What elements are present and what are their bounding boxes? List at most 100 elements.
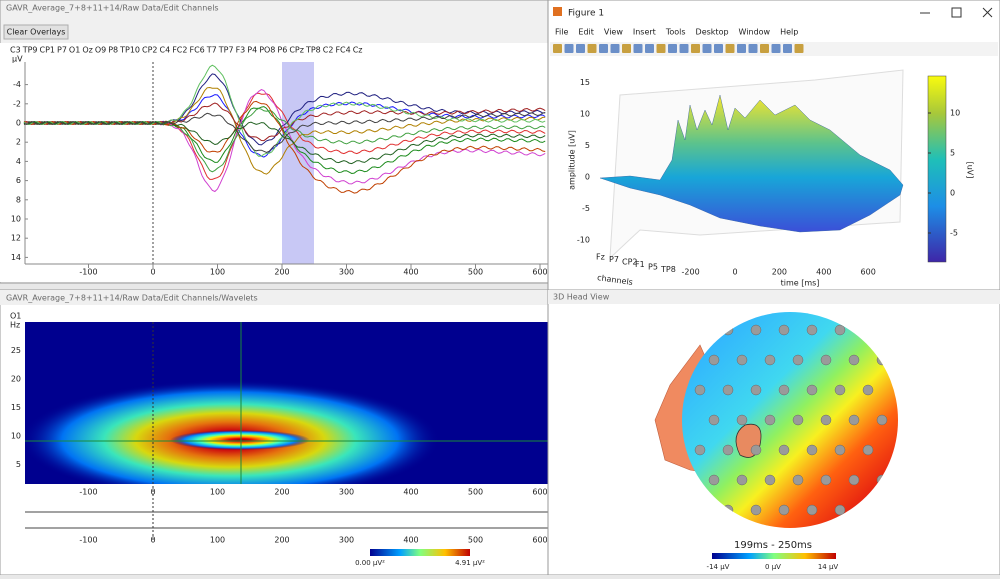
eeg-curve: [23, 112, 546, 153]
x-tick-label: 600: [532, 488, 547, 497]
electrode: [708, 354, 720, 366]
menu-item[interactable]: Desktop: [696, 28, 729, 37]
electrode: [806, 444, 818, 456]
electrode: [694, 384, 706, 396]
channel-tick: CP2: [622, 258, 638, 267]
channel-label: C3: [10, 46, 21, 55]
colorbar: [927, 75, 947, 263]
z-tick-label: 0: [585, 173, 590, 182]
channel-label: O9: [95, 46, 106, 55]
y-tick-label: 8: [16, 195, 21, 204]
electrode: [750, 324, 762, 336]
electrode: [820, 354, 832, 366]
x-tick-label: 600: [532, 268, 547, 277]
colorbar-tick: -5: [950, 229, 958, 238]
x-tick-label: 300: [339, 268, 354, 277]
channel-label: FC4: [335, 46, 350, 55]
z-tick-label: 10: [580, 110, 590, 119]
electrode: [750, 384, 762, 396]
window-title: Figure 1: [568, 9, 604, 19]
electrode: [792, 354, 804, 366]
y-tick-label: 5: [16, 460, 21, 469]
title-bar: [548, 290, 1000, 304]
x-tick-label: 500: [468, 488, 483, 497]
channel-label: Cz: [353, 46, 363, 55]
menu-item[interactable]: Tools: [665, 28, 686, 37]
menu-item[interactable]: Insert: [633, 28, 656, 37]
y-tick-label: 20: [11, 375, 21, 384]
channel-tick: TP8: [660, 265, 676, 274]
x-tick-label: 600: [861, 268, 876, 277]
y-tick-label: 14: [11, 253, 21, 262]
channel-label: P4: [247, 46, 257, 55]
tool-icon: [564, 44, 574, 53]
channel-label: P6: [277, 46, 287, 55]
tool-icon: [599, 44, 608, 53]
z-tick-label: 15: [580, 78, 590, 87]
z-tick-label: 5: [585, 141, 590, 150]
y-tick-label: 4: [16, 157, 21, 166]
electrode: [792, 414, 804, 426]
tool-icon: [576, 44, 585, 53]
tool-icon: [737, 44, 746, 53]
electrode: [778, 324, 790, 336]
electrode: [806, 384, 818, 396]
y-tick-label: 25: [11, 346, 21, 355]
y-tick-label: 10: [11, 432, 21, 441]
x-tick-label: 0: [732, 268, 737, 277]
x-tick-label: 200: [772, 268, 787, 277]
electrode: [722, 384, 734, 396]
x-tick-label: 400: [403, 268, 418, 277]
scale-label: 0 µV: [765, 563, 781, 571]
scale-min: 0.00 µV²: [355, 559, 385, 567]
selection: [282, 62, 314, 264]
y-tick-label: 10: [11, 215, 21, 224]
scale-label: 14 µV: [818, 563, 839, 571]
channel-tick: P5: [648, 263, 658, 272]
window-title: GAVR_Average_7+8+11+14/Raw Data/Edit Cha…: [6, 4, 219, 13]
tool-icon: [622, 44, 631, 53]
electrode: [736, 354, 748, 366]
plot-area: [0, 43, 548, 282]
channel-label: PO8: [259, 46, 275, 55]
menu-item[interactable]: Window: [739, 28, 771, 37]
clear-button[interactable]: [3, 24, 69, 40]
channel-label: FC2: [172, 46, 187, 55]
electrode: [820, 414, 832, 426]
electrode: [736, 414, 748, 426]
electrode: [708, 474, 720, 486]
button-label[interactable]: Clear Overlays: [7, 28, 66, 37]
colorbar-label: [uV]: [966, 162, 975, 179]
tool-icon: [691, 44, 700, 53]
electrode: [834, 384, 846, 396]
x-tick-label: 0: [150, 488, 155, 497]
menu-item[interactable]: View: [604, 28, 623, 37]
scalp-map: [682, 312, 898, 528]
channel-label: CPz: [289, 46, 304, 55]
channel-label: P8: [108, 46, 118, 55]
x-tick-label: 200: [274, 488, 289, 497]
x-label: time [ms]: [781, 279, 820, 288]
channel-label: CP1: [40, 46, 56, 55]
electrode: [848, 474, 860, 486]
y-tick-label: -4: [13, 80, 21, 89]
electrode: [778, 504, 790, 516]
channel-label: Oz: [82, 46, 93, 55]
colorbar-tick: 10: [950, 109, 960, 118]
x-tick-label: 100: [210, 268, 225, 277]
electrode: [806, 504, 818, 516]
electrode: [750, 444, 762, 456]
window-controls: [920, 7, 993, 18]
x-tick-label: 200: [274, 268, 289, 277]
y-tick-label: 2: [16, 138, 21, 147]
channel-label: C2: [323, 46, 334, 55]
lower-traces: [25, 511, 548, 529]
channel: O1: [10, 312, 21, 321]
tool-icon: [725, 44, 735, 53]
channel-tick: Fz: [596, 253, 605, 262]
menu-item[interactable]: Help: [780, 28, 798, 37]
channel-label: CP2: [142, 46, 158, 55]
menu-item[interactable]: Edit: [578, 28, 594, 37]
menu-item[interactable]: File: [555, 28, 568, 37]
